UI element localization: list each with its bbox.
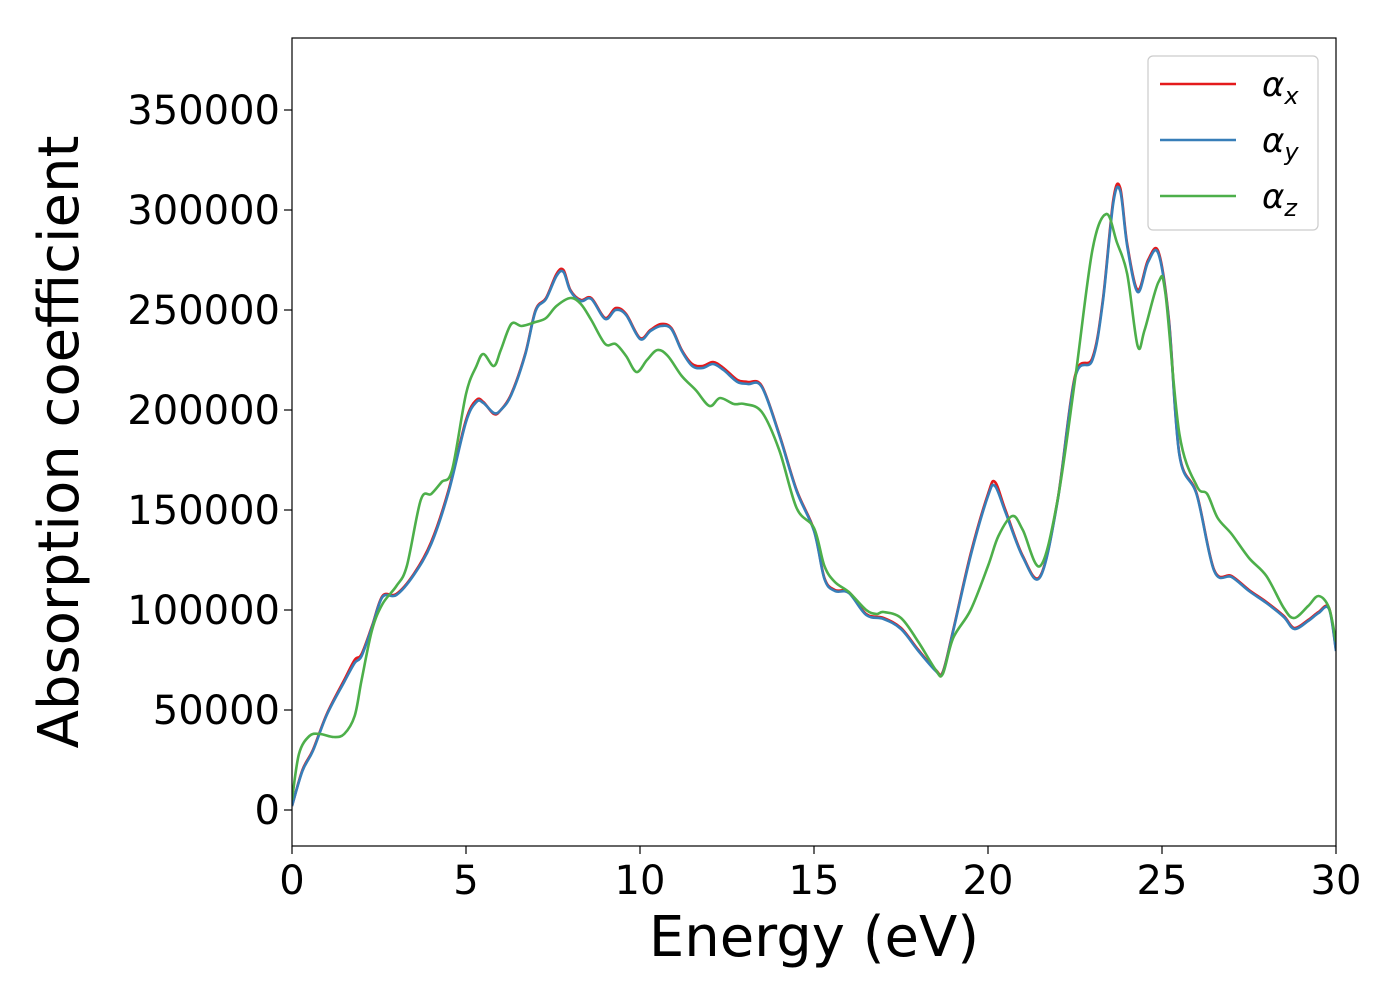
series-lines [292,182,1336,807]
x-tick-label: 25 [1137,858,1188,904]
y-tick-label: 250000 [127,288,280,334]
legend-box [1147,55,1319,231]
x-axis-ticks: 0 5 10 15 20 25 30 [279,846,1361,904]
y-axis-label: Absorption coefficient [27,136,92,749]
y-tick-label: 300000 [127,188,280,234]
x-tick-label: 5 [453,858,478,904]
y-tick-label: 0 [255,788,280,834]
x-axis-label: Energy (eV) [649,905,979,970]
series-line-y [292,185,1336,807]
x-tick-label: 10 [615,858,666,904]
y-tick-label: 50000 [153,688,280,734]
y-tick-label: 350000 [127,88,280,134]
x-tick-label: 20 [963,858,1014,904]
x-tick-label: 30 [1311,858,1362,904]
y-tick-label: 100000 [127,588,280,634]
y-axis-ticks: 0 50000 100000 150000 200000 250000 300000 3500… [127,88,292,834]
x-tick-label: 0 [279,858,304,904]
series-line-z [292,212,1336,801]
y-tick-label: 150000 [127,488,280,534]
x-tick-label: 15 [789,858,840,904]
y-tick-label: 200000 [127,388,280,434]
